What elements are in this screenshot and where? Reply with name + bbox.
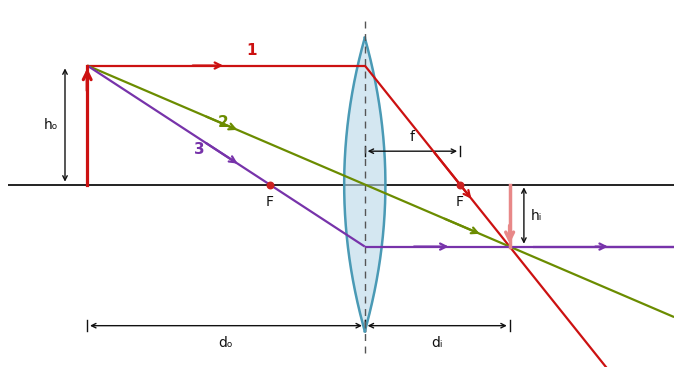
Text: 2: 2: [218, 115, 229, 130]
Text: f: f: [410, 130, 415, 144]
Text: F: F: [456, 195, 464, 209]
Point: [264, 182, 275, 187]
Point: [454, 182, 465, 187]
Text: 1: 1: [246, 43, 256, 58]
Text: F: F: [265, 195, 273, 209]
Text: hₒ: hₒ: [44, 118, 59, 132]
Text: hᵢ: hᵢ: [531, 208, 542, 223]
Text: dₒ: dₒ: [219, 336, 233, 350]
Text: dᵢ: dᵢ: [432, 336, 443, 350]
Text: 3: 3: [194, 142, 205, 157]
Polygon shape: [344, 38, 385, 331]
